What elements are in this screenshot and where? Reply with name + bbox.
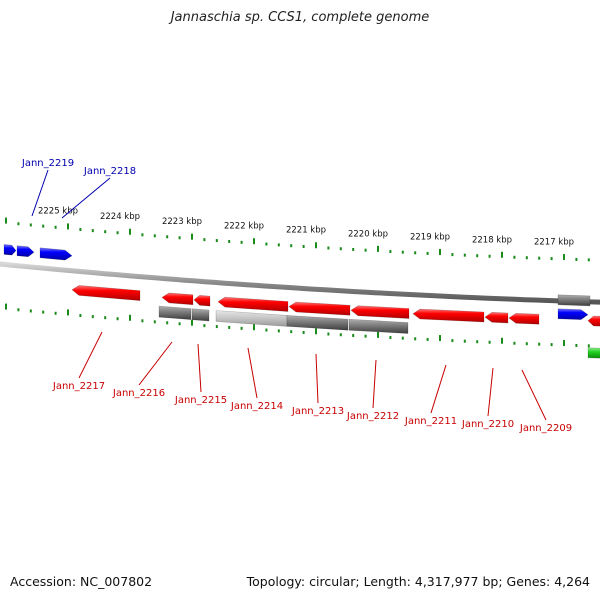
reverse-gene-Jann_2217: [71, 285, 141, 301]
reverse-gene-Jann_2211: [412, 308, 485, 323]
kbp-tick-label: 2224 kbp: [100, 212, 140, 222]
kbp-tick-label: 2223 kbp: [162, 217, 202, 227]
gene-jann-2218-label: Jann_2218: [83, 166, 136, 177]
gene-jann-2214-label: Jann_2214: [230, 401, 283, 412]
accession-label: Accession: NC_007802: [10, 574, 153, 589]
gene-jann-2215-leader: [197, 343, 202, 393]
forward-gene-Jann_2208: [557, 308, 589, 320]
forward-feature-block: [557, 294, 591, 307]
reverse-feature-block: [348, 318, 409, 334]
forward-gene-Jann_2219: [3, 244, 17, 256]
genome-backbone: [0, 261, 600, 305]
gene-jann-2209-label: Jann_2209: [519, 423, 572, 434]
reverse-gene-Jann_2212: [350, 305, 410, 319]
reverse-feature-block: [286, 315, 349, 331]
kbp-tick-label: 2219 kbp: [410, 233, 450, 243]
gene-jann-2217-leader: [78, 331, 103, 379]
gene-jann-2216-leader: [138, 341, 173, 386]
reverse-gene-Jann_2213: [288, 301, 351, 316]
reverse-gene-Jann_2209: [508, 312, 540, 325]
gene-jann-2213-label: Jann_2213: [291, 406, 344, 417]
kbp-tick-label: 2221 kbp: [286, 226, 326, 236]
kbp-tick-label: 2225 kbp: [38, 206, 78, 216]
gene-jann-2219-leader: [31, 169, 49, 217]
gene-jann-2212-leader: [372, 359, 377, 409]
reverse-feature-block: [191, 308, 210, 322]
kbp-tick-label: 2217 kbp: [534, 238, 574, 248]
kbp-tick-label: 2218 kbp: [472, 235, 512, 245]
forward-gene-Jann_2218: [16, 245, 35, 258]
gene-jann-2213-leader: [315, 353, 319, 404]
gene-jann-2209-leader: [521, 369, 547, 421]
reverse-gene-Jann_2210: [484, 311, 509, 324]
gene-jann-2210-label: Jann_2210: [461, 419, 514, 430]
gene-jann-2214-leader: [247, 347, 258, 399]
genome-title: Jannaschia sp. CCS1, complete genome: [170, 10, 430, 25]
reverse-gene-Jann_2214: [217, 296, 289, 312]
kbp-tick-label: 2220 kbp: [348, 229, 388, 239]
reverse-feature-block: [158, 305, 192, 320]
gene-jann-2215-label: Jann_2215: [174, 395, 227, 406]
forward-gene-Jann_2218b: [39, 247, 73, 261]
gene-jann-2210-leader: [487, 367, 494, 417]
genome-summary: Topology: circular; Length: 4,317,977 bp…: [246, 574, 590, 589]
reverse-gene-Jann_2215: [193, 294, 211, 307]
kbp-tick-label: 2222 kbp: [224, 222, 264, 232]
reverse-gene-Jann_2208: [587, 315, 600, 327]
gene-jann-2212-label: Jann_2212: [346, 411, 399, 422]
rna-feature: [587, 347, 600, 359]
gene-jann-2217-label: Jann_2217: [52, 381, 105, 392]
gene-jann-2216-label: Jann_2216: [112, 388, 165, 399]
gene-jann-2218-leader: [61, 177, 111, 219]
reverse-gene-Jann_2216: [161, 292, 194, 306]
reverse-feature-block: [215, 310, 288, 327]
gene-jann-2211-label: Jann_2211: [404, 416, 457, 427]
gene-jann-2219-label: Jann_2219: [21, 158, 74, 169]
gene-jann-2211-leader: [430, 364, 447, 414]
